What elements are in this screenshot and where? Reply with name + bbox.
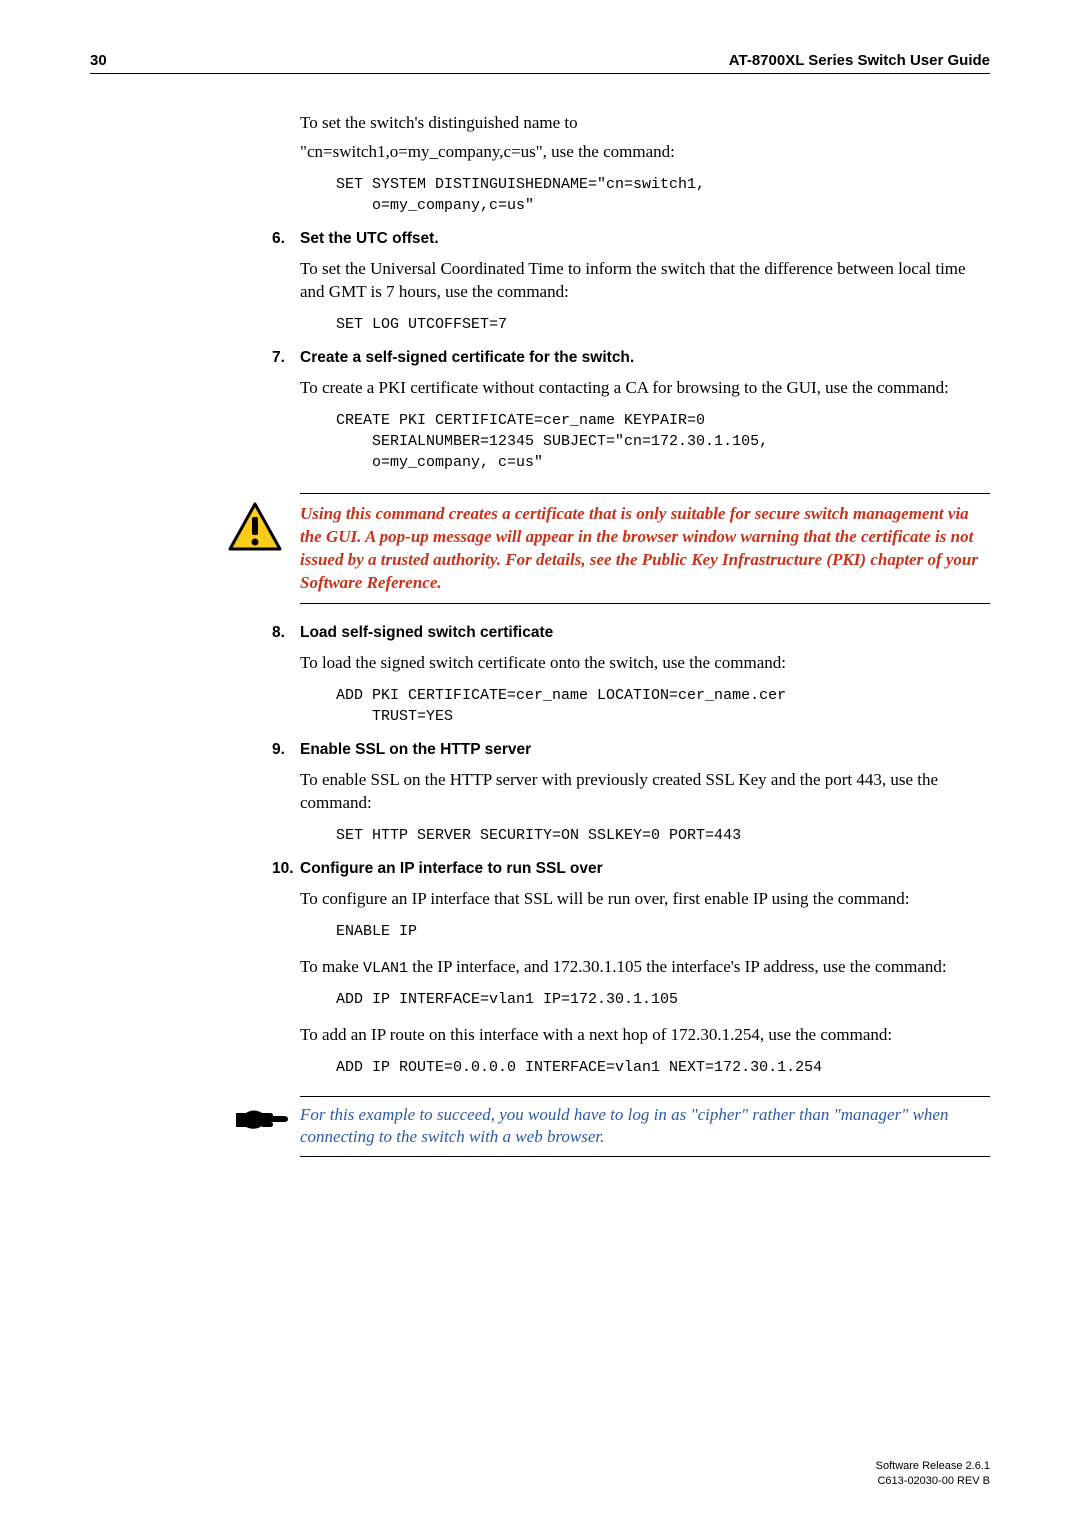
warning-rule-top [300,493,990,494]
step10-body2b: the IP interface, and 172.30.1.105 the i… [408,957,947,976]
step7-heading: 7.Create a self-signed certificate for t… [272,349,990,367]
footer-line1: Software Release 2.6.1 [876,1459,990,1473]
intro-line2: "cn=switch1,o=my_company,c=us", use the … [300,141,990,164]
step9-num: 9. [272,741,300,759]
step7-code: CREATE PKI CERTIFICATE=cer_name KEYPAIR=… [336,410,990,473]
note-text: For this example to succeed, you would h… [300,1104,990,1148]
step10-code2: ADD IP INTERFACE=vlan1 IP=172.30.1.105 [336,989,990,1010]
step10-code1: ENABLE IP [336,921,990,942]
page-header: 30 AT-8700XL Series Switch User Guide [90,52,990,74]
step7-title: Create a self-signed certificate for the… [300,349,634,366]
step6-title: Set the UTC offset. [300,230,439,247]
step6-num: 6. [272,230,300,248]
page-footer: Software Release 2.6.1 C613-02030-00 REV… [876,1459,990,1488]
step6-code: SET LOG UTCOFFSET=7 [336,314,990,335]
step10-body2a: To make [300,957,363,976]
step10-body2: To make VLAN1 the IP interface, and 172.… [300,956,990,979]
step6-heading: 6.Set the UTC offset. [272,230,990,248]
warning-callout: Using this command creates a certificate… [226,493,990,605]
step7-num: 7. [272,349,300,367]
step8-num: 8. [272,624,300,642]
step10-heading: 10.Configure an IP interface to run SSL … [272,860,990,878]
note-rule-bottom [300,1156,990,1157]
step10-body1: To configure an IP interface that SSL wi… [300,888,990,911]
step8-title: Load self-signed switch certificate [300,624,553,641]
step9-title: Enable SSL on the HTTP server [300,741,531,758]
warning-rule-bottom [300,603,990,604]
step8-code: ADD PKI CERTIFICATE=cer_name LOCATION=ce… [336,685,990,727]
step8-heading: 8.Load self-signed switch certificate [272,624,990,642]
hand-pointer-icon [234,1102,290,1136]
note-callout: For this example to succeed, you would h… [226,1096,990,1156]
step10-vlan: VLAN1 [363,960,408,977]
footer-line2: C613-02030-00 REV B [876,1474,990,1488]
step10-title: Configure an IP interface to run SSL ove… [300,860,603,877]
page-number: 30 [90,52,107,69]
step10-num: 10. [272,860,300,878]
header-title: AT-8700XL Series Switch User Guide [729,52,990,69]
intro-line1: To set the switch's distinguished name t… [300,112,990,135]
step10-body3: To add an IP route on this interface wit… [300,1024,990,1047]
step7-body: To create a PKI certificate without cont… [300,377,990,400]
step6-body: To set the Universal Coordinated Time to… [300,258,990,304]
step9-code: SET HTTP SERVER SECURITY=ON SSLKEY=0 POR… [336,825,990,846]
step10-code3: ADD IP ROUTE=0.0.0.0 INTERFACE=vlan1 NEX… [336,1057,990,1078]
step9-heading: 9.Enable SSL on the HTTP server [272,741,990,759]
warning-triangle-icon [226,501,284,553]
step9-body: To enable SSL on the HTTP server with pr… [300,769,990,815]
intro-code: SET SYSTEM DISTINGUISHEDNAME="cn=switch1… [336,174,990,216]
step8-body: To load the signed switch certificate on… [300,652,990,675]
content-area: To set the switch's distinguished name t… [300,112,990,1157]
warning-text: Using this command creates a certificate… [300,503,990,595]
note-rule-top [300,1096,990,1097]
